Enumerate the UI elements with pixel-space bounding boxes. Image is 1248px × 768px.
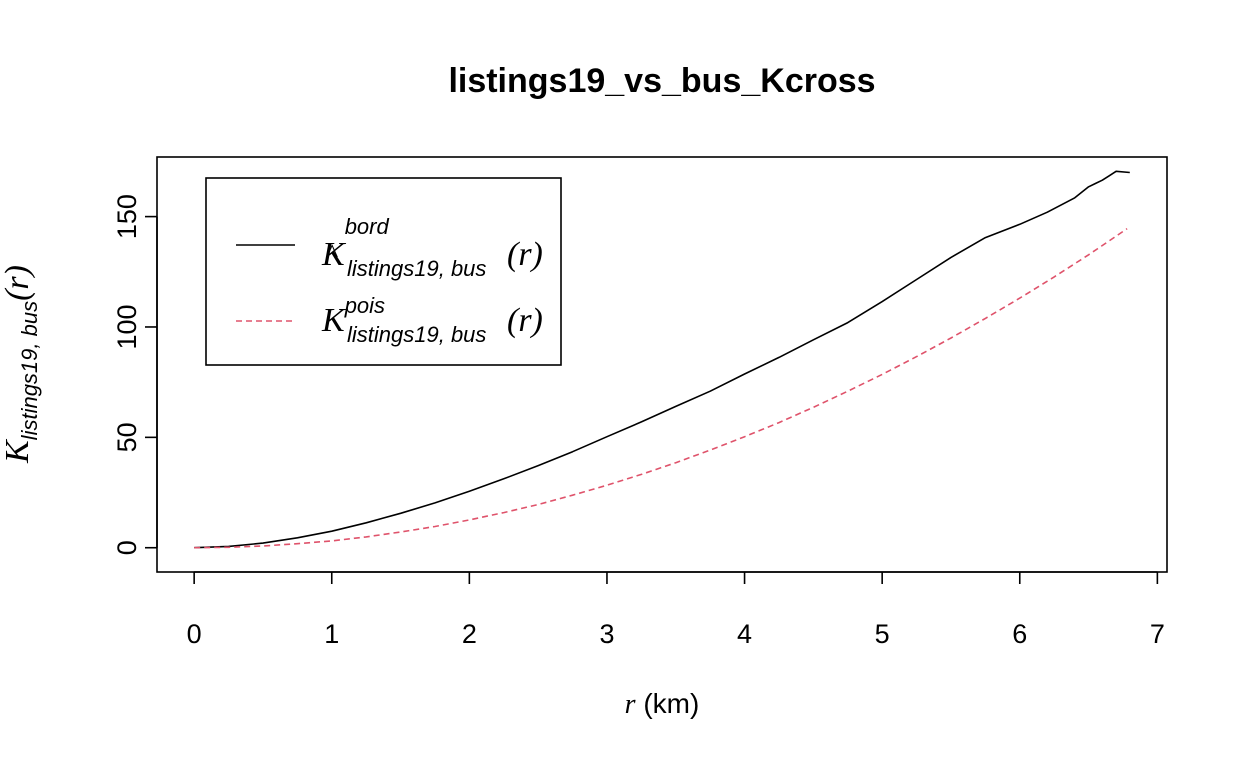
y-tick-label: 0 bbox=[112, 540, 142, 555]
x-tick-label: 6 bbox=[1012, 619, 1027, 649]
x-axis-label: r (km) bbox=[625, 688, 700, 720]
y-axis-label-sub: listings19, bus bbox=[17, 301, 42, 440]
x-tick-label: 7 bbox=[1150, 619, 1165, 649]
legend-bord-main: K bbox=[321, 236, 347, 273]
y-axis: 0 50 100 150 bbox=[112, 194, 158, 555]
chart-title: listings19_vs_bus_Kcross bbox=[448, 62, 875, 100]
x-axis: 0 1 2 3 4 5 6 7 bbox=[187, 571, 1165, 649]
x-tick-label: 5 bbox=[875, 619, 890, 649]
legend-bord-arg: (r) bbox=[507, 236, 543, 273]
legend: ^ Kbord listings19, bus (r) Kpois listings1… bbox=[205, 177, 562, 366]
x-tick-label: 0 bbox=[187, 619, 202, 649]
legend-label-pois: Kpois listings19, bus (r) bbox=[321, 293, 543, 347]
x-axis-label-var: r bbox=[625, 689, 636, 720]
series-line-bord bbox=[194, 170, 1130, 549]
y-axis-label-arg: (r) bbox=[0, 265, 36, 301]
y-tick-label: 100 bbox=[112, 304, 142, 349]
legend-pois-sub: listings19, bus bbox=[347, 322, 486, 347]
y-axis-label: Klistings19, bus(r) bbox=[0, 265, 42, 464]
legend-pois-sup: pois bbox=[344, 293, 385, 318]
y-tick-label: 50 bbox=[112, 422, 142, 452]
legend-label-bord: Kbord listings19, bus (r) bbox=[321, 214, 543, 281]
x-tick-label: 4 bbox=[737, 619, 752, 649]
y-tick-label: 150 bbox=[112, 194, 142, 239]
x-tick-label: 1 bbox=[324, 619, 339, 649]
legend-pois-arg: (r) bbox=[507, 302, 543, 339]
legend-pois-main: K bbox=[321, 302, 347, 339]
y-axis-label-main: K bbox=[0, 438, 36, 464]
svg-text:Klistings19, bus(r): Klistings19, bus(r) bbox=[0, 265, 42, 464]
legend-box bbox=[205, 177, 562, 366]
legend-bord-sub: listings19, bus bbox=[347, 256, 486, 281]
x-axis-label-unit: (km) bbox=[636, 688, 700, 719]
legend-hat: ^ bbox=[326, 239, 338, 268]
x-tick-label: 3 bbox=[599, 619, 614, 649]
series-lines bbox=[194, 170, 1130, 549]
legend-bord-sup: bord bbox=[345, 214, 390, 239]
x-tick-label: 2 bbox=[462, 619, 477, 649]
series-line-pois bbox=[194, 228, 1128, 549]
